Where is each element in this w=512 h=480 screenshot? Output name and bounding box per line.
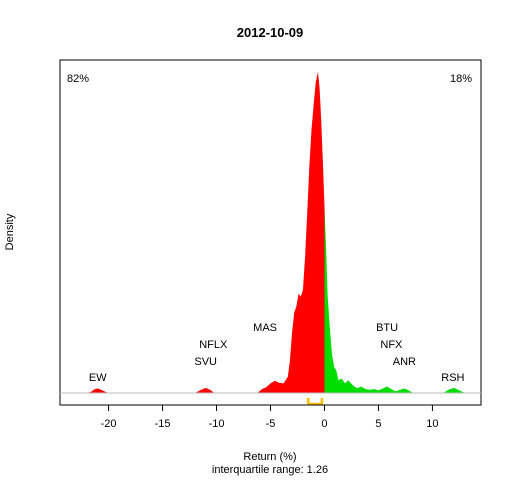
- x-tick-label: -20: [101, 418, 117, 430]
- iqr-caption: interquartile range: 1.26: [212, 464, 328, 476]
- density-area-negative: [87, 72, 325, 393]
- x-tick-label: -15: [155, 418, 171, 430]
- x-tick-label: 0: [321, 418, 327, 430]
- annotation-rsh: RSH: [441, 372, 464, 384]
- iqr-bracket-line: [307, 398, 324, 406]
- annotation-svu: SVU: [194, 356, 217, 368]
- x-tick-label: -5: [266, 418, 276, 430]
- x-tick-label: -10: [209, 418, 225, 430]
- chart-title: 2012-10-09: [237, 25, 304, 40]
- x-tick-label: 10: [426, 418, 438, 430]
- annotation-anr: ANR: [393, 356, 416, 368]
- pct-negative-label: 82%: [67, 73, 89, 85]
- density-curve: [87, 72, 465, 393]
- annotation-btu: BTU: [376, 322, 398, 334]
- stock-annotations: EW SVU NFLX MAS BTU NFX ANR RSH: [89, 322, 465, 384]
- annotation-nfx: NFX: [380, 339, 403, 351]
- iqr-bracket: [307, 398, 324, 406]
- annotation-mas: MAS: [253, 322, 277, 334]
- y-axis-title: Density: [4, 213, 16, 250]
- annotation-nflx: NFLX: [199, 339, 228, 351]
- x-axis: -20 -15 -10 -5 0 5 10: [101, 404, 439, 430]
- plot-frame: [59, 59, 482, 406]
- x-tick-label: 5: [375, 418, 381, 430]
- pct-positive-label: 18%: [450, 73, 472, 85]
- annotation-ew: EW: [89, 372, 107, 384]
- x-axis-title: Return (%): [243, 451, 296, 463]
